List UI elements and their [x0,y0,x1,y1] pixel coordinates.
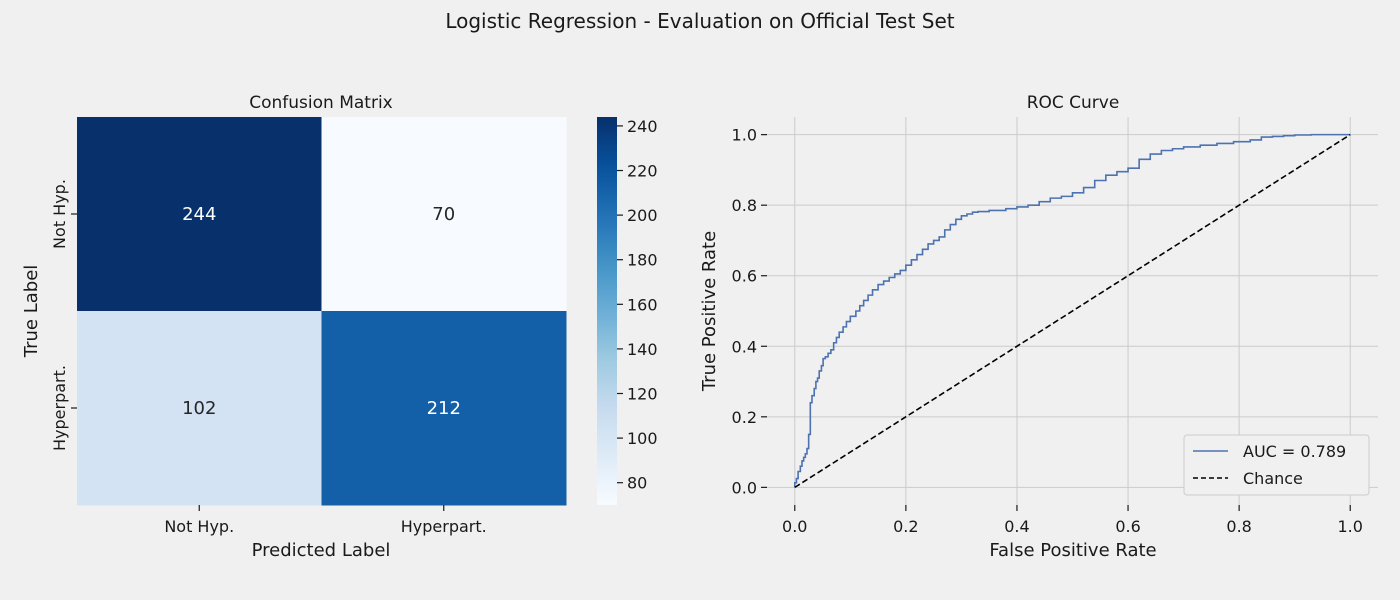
colorbar-tick-label: 140 [627,340,658,359]
heatmap-cell-value: 102 [182,398,216,419]
heatmap-cell [321,117,567,312]
colorbar-tick-label: 80 [627,474,647,493]
heatmap-cells: 244 70 102 212 [77,117,567,506]
y-tick-label: Hyperpart. [50,365,69,451]
y-tick-label: 0.8 [732,196,757,215]
roc-curve-line [793,133,1351,488]
y-tick-label: 0.0 [732,478,757,497]
colorbar: 80 100 120 140 160 180 200 220 240 [597,117,658,505]
x-tick-label: 0.8 [1226,517,1251,536]
colorbar-tick-label: 180 [627,251,658,270]
legend-label-chance: Chance [1243,469,1303,488]
x-tick-label: 0.4 [1004,517,1029,536]
heatmap-cell [77,117,322,312]
x-tick-label: 0.2 [893,517,918,536]
x-tick-label: 0.0 [782,517,807,536]
roc-ylabel: True Positive Rate [699,231,720,392]
confusion-matrix-title: Confusion Matrix [249,93,393,113]
colorbar-tick-label: 160 [627,295,658,314]
heatmap-cell [321,311,567,506]
roc-ticks: 0.0 0.2 0.4 0.6 0.8 1.0 0.0 0.2 0.4 0.6 0.8 1.0 [732,126,1363,536]
y-tick-label: 0.2 [732,408,757,427]
colorbar-tick-label: 100 [627,429,658,448]
colorbar-tick-label: 220 [627,162,658,181]
confusion-matrix-panel: Confusion Matrix 244 70 102 212 Not Hyp. Hyp… [21,93,567,561]
confusion-matrix-ylabel: True Label [21,265,42,359]
y-tick-label: 0.6 [732,267,757,286]
colorbar-gradient [597,117,617,505]
y-tick-label: 1.0 [732,126,757,145]
y-tick-label: Not Hyp. [50,179,69,249]
y-tick-label: 0.4 [732,337,757,356]
legend-label-auc: AUC = 0.789 [1243,442,1346,461]
heatmap-cell-value: 212 [427,398,461,419]
confusion-matrix-xlabel: Predicted Label [252,540,391,561]
figure-title: Logistic Regression - Evaluation on Offi… [445,9,954,33]
chance-line [794,133,1351,489]
colorbar-tick-label: 200 [627,206,658,225]
x-tick-label: 1.0 [1338,517,1363,536]
x-tick-label: 0.6 [1115,517,1140,536]
heatmap-cell [77,311,322,506]
roc-title: ROC Curve [1027,93,1120,113]
roc-lines [793,133,1351,489]
roc-panel: ROC Curve 0.0 0.2 0.4 0.6 0.8 1.0 0.0 0.2 0.4 0.6… [699,93,1378,561]
heatmap-cell-value: 70 [432,204,455,225]
colorbar-ticks: 80 100 120 140 160 180 200 220 240 [617,117,658,493]
heatmap-labels: Not Hyp. Hyperpart. Not Hyp. Hyperpart. [50,179,487,536]
x-tick-label: Not Hyp. [164,517,234,536]
x-tick-label: Hyperpart. [401,517,487,536]
roc-xlabel: False Positive Rate [989,540,1156,561]
colorbar-tick-label: 240 [627,117,658,136]
colorbar-tick-label: 120 [627,385,658,404]
heatmap-cell-value: 244 [182,204,216,225]
legend-frame [1183,434,1370,496]
roc-legend: AUC = 0.789 Chance [1183,434,1370,496]
